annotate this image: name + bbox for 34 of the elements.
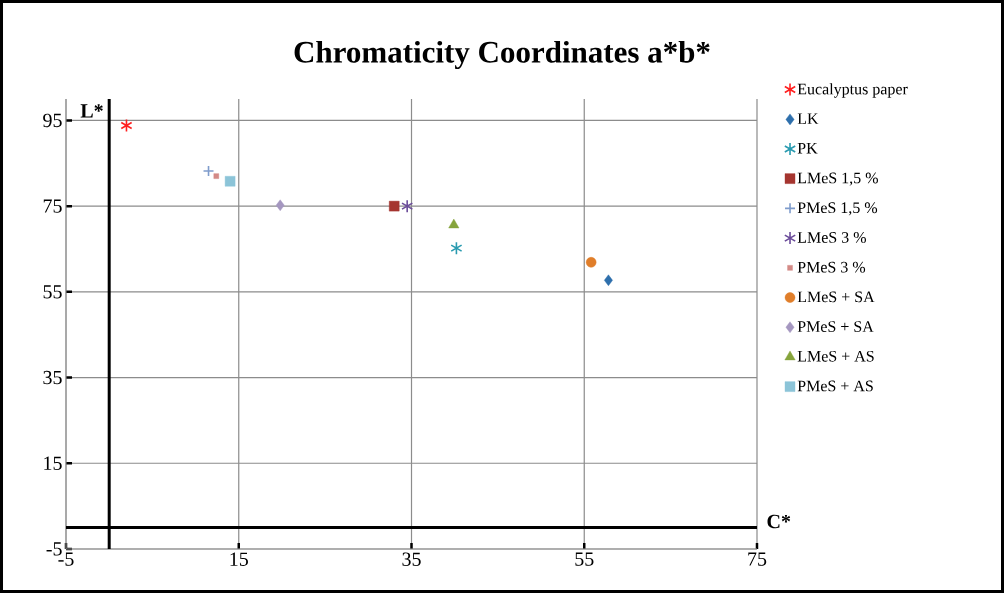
legend-label: LMeS + AS <box>797 350 874 362</box>
y-tick-label: 75 <box>43 199 62 213</box>
point <box>585 257 597 268</box>
y-tick-label: 95 <box>43 113 62 128</box>
legend-label: Eucalyptus paper <box>797 83 908 98</box>
point <box>389 200 400 212</box>
legend-label: PK <box>797 142 818 154</box>
legend-label: PMeS + AS <box>797 380 873 392</box>
chart-title: Chromaticity Coordinates a*b* <box>294 40 710 70</box>
legend-label: PMeS 3 % <box>797 261 866 273</box>
x-tick-label: 15 <box>230 552 248 566</box>
point <box>224 176 236 187</box>
point <box>275 199 285 211</box>
y-tick-label: 15 <box>44 456 62 470</box>
point <box>120 118 133 133</box>
y-axis-title: L* <box>80 104 103 118</box>
x-axis-title: C* <box>767 514 791 529</box>
legend-label: PMeS 1,5 % <box>797 202 878 216</box>
point <box>213 173 219 179</box>
y-tick-label: 35 <box>43 370 62 385</box>
point <box>450 241 463 255</box>
point <box>401 199 414 213</box>
x-tick-label: 55 <box>575 552 594 566</box>
point <box>448 218 460 229</box>
legend-label: PMeS + SA <box>797 321 874 332</box>
y-tick-label: 55 <box>43 285 62 299</box>
point <box>604 274 613 286</box>
x-tick-label: 35 <box>402 552 421 566</box>
legend-label: LMeS + SA <box>797 291 875 303</box>
legend-label: LK <box>797 113 819 124</box>
legend-label: LMeS 1,5 % <box>797 172 878 186</box>
point <box>202 165 215 177</box>
x-tick-label: 75 <box>748 552 767 566</box>
legend-label: LMeS 3 % <box>797 232 866 243</box>
